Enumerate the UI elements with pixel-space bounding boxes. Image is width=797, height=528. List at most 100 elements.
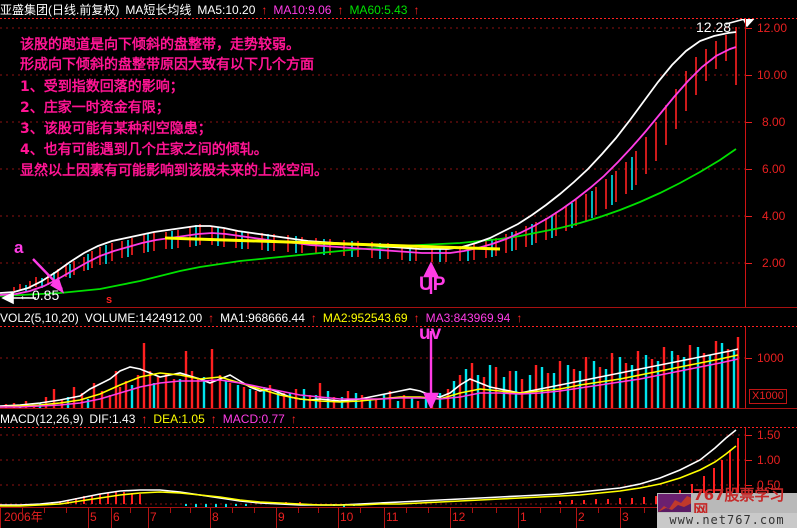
date-tick	[428, 508, 429, 513]
volume-chart-canvas	[0, 331, 745, 408]
date-separator	[620, 508, 621, 528]
date-tick	[360, 508, 361, 513]
symbol-label: 亚盛集团(日线.前复权)	[0, 3, 120, 17]
date-label: 2	[578, 510, 585, 524]
annotation-arrow-uv	[423, 331, 439, 408]
annotation-line: 1、受到指数回落的影响；	[20, 79, 184, 95]
vol-ma2-value: MA2:952543.69	[322, 311, 408, 325]
vol-ma1-arrow-up-icon: ↑	[310, 311, 317, 325]
volume-title-separator	[0, 326, 797, 327]
dif-value: DIF:1.43	[89, 412, 136, 426]
dea-value: DEA:1.05	[153, 412, 205, 426]
date-tick	[254, 508, 255, 513]
date-tick	[66, 508, 67, 513]
vol-arrow-up-icon: ↑	[208, 311, 215, 325]
volume-tick	[746, 358, 752, 359]
vol-ma1-line	[0, 348, 739, 407]
macd-tick	[746, 460, 752, 461]
date-tick	[406, 508, 407, 513]
annotation-line: 该股的跑道是向下倾斜的盘整带，走势较弱。	[20, 37, 300, 53]
ma60-value: MA60:5.43	[349, 3, 408, 17]
vol-value: VOLUME:1424912.00	[84, 311, 203, 325]
price-tick	[746, 216, 752, 217]
low-price-callout: ←0.85	[18, 287, 60, 303]
macd-tick	[746, 435, 752, 436]
date-separator	[576, 508, 577, 528]
price-tick	[746, 169, 752, 170]
date-label: 7	[150, 510, 157, 524]
price-axis-label: 8.00	[762, 115, 786, 129]
date-separator	[148, 508, 149, 528]
annotation-line: 3、该股可能有某种利空隐患；	[20, 121, 212, 137]
date-label: 10	[340, 510, 354, 524]
vol-ma3-value: MA3:843969.94	[425, 311, 511, 325]
annotation-line: 显然以上因素有可能影响到该股未来的上涨空间。	[20, 163, 328, 179]
date-separator	[88, 508, 89, 528]
annotation-arrow-a	[32, 258, 65, 294]
date-label: 11	[386, 510, 399, 524]
macd-histogram	[51, 438, 739, 508]
price-tick	[746, 75, 752, 76]
date-tick	[170, 508, 171, 513]
marker-s-label: s	[106, 294, 113, 306]
date-separator	[384, 508, 385, 528]
macd-axis-line	[745, 428, 746, 508]
date-label: 2006年	[4, 510, 43, 524]
vol-ma2-arrow-up-icon: ↑	[413, 311, 420, 325]
date-tick	[130, 508, 131, 513]
volume-axis-label: 1000	[757, 351, 784, 365]
macd-axis-label: 1.50	[757, 428, 781, 442]
price-axis-label: 10.00	[757, 68, 788, 82]
macd-chart-canvas	[0, 429, 745, 508]
date-tick	[496, 508, 497, 513]
up-gap-label: UP	[419, 274, 446, 295]
macd-arrow-up-icon: ↑	[290, 412, 297, 426]
date-tick	[598, 508, 599, 513]
annotation-line: 形成向下倾斜的盘整带原因大致有以下几个方面	[20, 57, 314, 73]
annotation-line: 2、庄家一时资金有限；	[20, 100, 170, 116]
site-watermark: 767股票学习网 www.net767.com	[657, 488, 797, 528]
date-separator	[518, 508, 519, 528]
vol-ma1-value: MA1:968666.44	[220, 311, 305, 325]
date-axis: 2006年 5 6 7 8 9 10 11 12 1 2 3	[0, 508, 797, 528]
date-separator	[210, 508, 211, 528]
date-separator	[450, 508, 451, 528]
date-tick	[298, 508, 299, 513]
macd-axis-label: 0.50	[757, 478, 781, 492]
date-label: 12	[452, 510, 466, 524]
price-axis-line	[745, 19, 746, 307]
date-tick	[22, 508, 23, 513]
vol-indicator-label: VOL2(5,10,20)	[0, 311, 79, 325]
date-tick	[232, 508, 233, 513]
macd-title-separator	[0, 427, 797, 428]
ma5-arrow-up-icon: ↑	[261, 3, 268, 17]
date-label: 8	[212, 510, 219, 524]
price-axis-label: 2.00	[762, 256, 786, 270]
price-tick	[746, 28, 752, 29]
trendline-resistance	[164, 236, 501, 251]
price-gridlines	[0, 27, 745, 264]
marker-a-label: a	[14, 238, 24, 257]
ma10-value: MA10:9.06	[273, 3, 332, 17]
watermark-url: www.net767.com	[657, 513, 797, 528]
indicator-label: MA短长均线	[125, 3, 192, 17]
volume-axis-line	[745, 327, 746, 408]
macd-value: MACD:0.77	[222, 412, 285, 426]
date-tick	[560, 508, 561, 513]
annotation-arrow-up	[423, 261, 439, 294]
price-axis-label: 6.00	[762, 162, 786, 176]
macd-panel-title: MACD(12,26,9) DIF:1.43 ↑ DEA:1.05 ↑ MACD:0.77…	[0, 412, 303, 426]
ma10-arrow-up-icon: ↑	[337, 3, 344, 17]
dif-line	[0, 429, 737, 506]
ma5-value: MA5:10.20	[197, 3, 256, 17]
date-label: 9	[278, 510, 285, 524]
macd-indicator-label: MACD(12,26,9)	[0, 412, 84, 426]
price-panel-title: 亚盛集团(日线.前复权) MA短长均线 MA5:10.20 ↑ MA10:9.06 ↑ MA…	[0, 3, 425, 17]
date-tick	[472, 508, 473, 513]
high-price-callout: 12.28	[696, 19, 732, 35]
date-separator	[276, 508, 277, 528]
date-tick	[644, 508, 645, 513]
date-label: 3	[622, 510, 629, 524]
title-separator	[0, 18, 797, 19]
